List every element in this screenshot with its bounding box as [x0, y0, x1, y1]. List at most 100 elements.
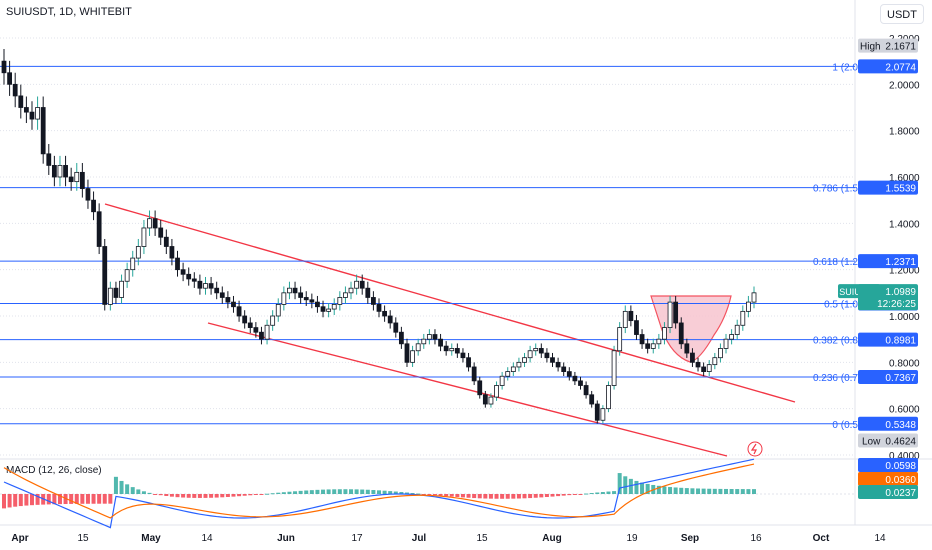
macd-histogram-bar	[80, 494, 85, 504]
candle-body	[79, 171, 85, 189]
x-tick-label: Apr	[11, 533, 28, 544]
candle-body	[1, 60, 7, 74]
macd-histogram-bar	[533, 494, 538, 498]
candle-body	[454, 348, 460, 354]
candle-body	[482, 394, 488, 405]
candle-body	[673, 301, 679, 324]
candle-body	[180, 269, 186, 275]
macd-histogram-bar	[600, 492, 605, 494]
macd-histogram-bar	[584, 493, 589, 495]
macd-histogram-bar	[74, 494, 79, 504]
low-tag	[858, 433, 918, 448]
candle-body	[35, 107, 40, 120]
fib-price-tag-text: 1.2371	[885, 257, 916, 268]
fib-level-label: 0 (0.5348)	[832, 420, 878, 431]
macd-histogram-bar	[382, 490, 387, 494]
macd-histogram-bar	[567, 494, 572, 496]
macd-histogram-bar	[421, 494, 426, 495]
macd-histogram-bar	[640, 482, 645, 494]
candle-body	[712, 357, 718, 366]
macd-histogram-bar	[113, 476, 118, 494]
macd-histogram-bar	[35, 494, 40, 505]
fib-price-tag	[858, 416, 918, 431]
macd-histogram-bar	[377, 490, 381, 494]
candle-body	[606, 385, 611, 410]
x-tick-label: Jun	[277, 533, 295, 544]
macd-histogram-bar	[203, 494, 208, 498]
x-tick-label: 19	[626, 533, 638, 544]
macd-histogram-bar	[248, 494, 253, 496]
candle-body	[723, 338, 729, 349]
macd-histogram-bar	[141, 491, 146, 494]
last-price-value: 1.0989	[885, 287, 916, 298]
candle-body	[315, 301, 320, 308]
candle-body	[253, 327, 259, 333]
candle-body	[264, 324, 270, 340]
macd-histogram-bar	[242, 494, 247, 496]
candle-body	[320, 306, 326, 312]
fib-level-label: 0.236 (0.7367)	[813, 373, 878, 384]
macd-histogram-bar	[740, 489, 745, 494]
x-tick-label: Jul	[412, 533, 427, 544]
x-tick-label: 15	[476, 533, 488, 544]
candle-body	[751, 292, 757, 303]
channel-lower-line	[207, 322, 728, 457]
candle-body	[634, 320, 639, 335]
macd-histogram-bar	[293, 491, 298, 494]
macd-histogram-bar	[595, 492, 600, 494]
macd-histogram-bar	[449, 494, 454, 497]
x-tick-label: 15	[77, 533, 89, 544]
candle-body	[247, 322, 253, 328]
macd-histogram-bar	[169, 494, 174, 497]
macd-histogram-bar	[690, 488, 695, 494]
low-tag-label: Low	[862, 437, 881, 448]
candle-body	[85, 188, 91, 201]
macd-histogram-bar	[192, 494, 197, 498]
candle-body	[438, 338, 443, 347]
candle-body	[348, 287, 354, 294]
candle-body	[259, 331, 264, 340]
fib-price-tag-text: 0.8981	[885, 336, 916, 347]
fib-price-tag-text: 0.5348	[885, 420, 916, 431]
y-tick-label: 1.6000	[889, 173, 920, 184]
macd-histogram-bar	[505, 494, 510, 499]
fib-price-tag-text: 0.7367	[885, 373, 916, 384]
x-tick-label: Oct	[813, 533, 830, 544]
macd-histogram-bar	[427, 494, 432, 495]
candle-body	[124, 269, 130, 282]
macd-histogram-bar	[432, 494, 437, 496]
macd-histogram-bar	[225, 494, 230, 497]
candle-body	[163, 236, 169, 247]
macd-histogram-bar	[354, 489, 359, 494]
macd-histogram-bar	[645, 483, 650, 494]
macd-histogram-bar	[181, 494, 186, 498]
candle-body	[566, 371, 572, 377]
candle-body	[287, 287, 292, 294]
currency-button[interactable]: USDT	[880, 4, 924, 24]
candle-body	[589, 394, 595, 405]
x-tick-label: 14	[201, 533, 213, 544]
x-tick-label: 16	[750, 533, 762, 544]
macd-histogram-bar	[662, 486, 667, 494]
candle-body	[561, 366, 567, 373]
y-tick-label: 1.2000	[889, 266, 920, 277]
macd-histogram-bar	[102, 494, 107, 504]
candle-body	[510, 366, 516, 373]
y-tick-label: 0.4000	[889, 451, 920, 462]
macd-histogram-bar	[438, 494, 443, 496]
candle-body	[337, 297, 343, 305]
lightning-icon	[747, 441, 763, 457]
macd-histogram-bar	[606, 491, 611, 494]
candle-body	[460, 352, 466, 359]
candle-body	[68, 176, 74, 183]
macd-histogram-bar	[724, 488, 729, 494]
y-tick-label: 1.0000	[889, 312, 920, 323]
candle-body	[169, 246, 175, 259]
y-tick-label: 0.8000	[889, 358, 920, 369]
candle-body	[18, 95, 24, 108]
macd-histogram-bar	[399, 492, 404, 494]
candle-body	[281, 292, 287, 305]
candle-body	[393, 322, 399, 333]
candle-body	[214, 287, 220, 294]
